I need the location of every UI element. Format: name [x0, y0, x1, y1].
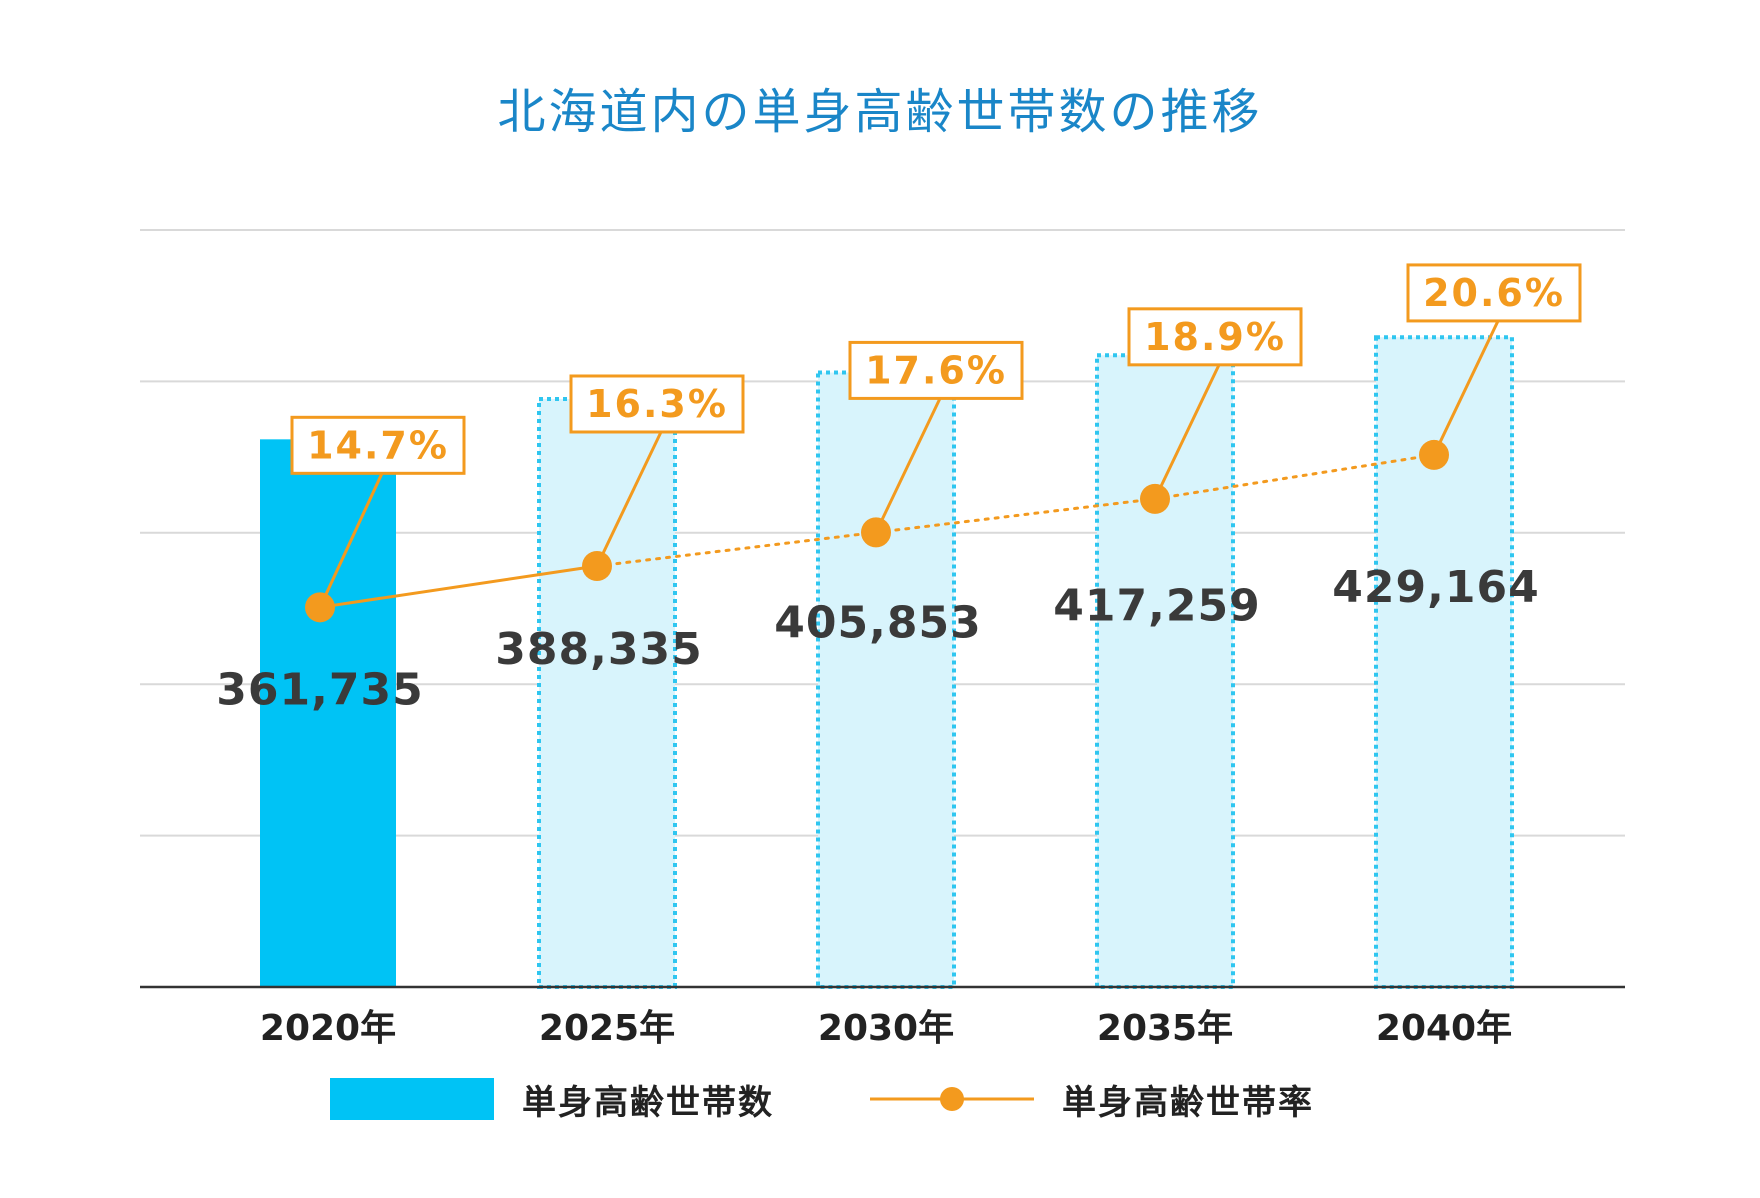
rate-value-label: 18.9%	[1144, 315, 1286, 359]
rate-leader-line	[1432, 320, 1500, 456]
x-tick-label: 2035年	[1097, 1008, 1233, 1049]
bar-value-label: 417,259	[1053, 580, 1260, 631]
rate-callout-box	[1406, 263, 1582, 323]
rate-point	[582, 550, 612, 581]
chart-title: 北海道内の単身高齢世帯数の推移	[497, 84, 1263, 140]
rate-value-label: 16.3%	[586, 382, 728, 426]
rate-line-segment	[874, 497, 1157, 534]
x-tick-label: 2040年	[1376, 1008, 1512, 1049]
rate-value-label: 20.6%	[1423, 271, 1565, 315]
bar-2035年	[1095, 353, 1235, 989]
rate-line-segment	[595, 530, 878, 568]
legend-item-line: 単身高齢世帯率	[870, 1078, 1314, 1123]
bar-value-label: 388,335	[495, 624, 702, 675]
rate-point	[305, 592, 335, 623]
x-tick-label: 2020年	[260, 1008, 396, 1049]
rate-callout-box	[290, 415, 466, 475]
rate-leader-line	[595, 431, 663, 567]
x-axis: 2020年 2025年 2030年 2035年 2040年	[140, 985, 1625, 1049]
rate-leader-line	[874, 397, 942, 534]
rate-line	[319, 453, 1436, 609]
rate-leader-line	[318, 472, 384, 608]
legend-bar-label: 単身高齢世帯数	[522, 1082, 774, 1123]
rate-callout-box	[1127, 307, 1303, 367]
x-tick-label: 2025年	[539, 1008, 675, 1049]
bar-value-label: 361,735	[216, 664, 423, 715]
rate-value-label: 17.6%	[865, 348, 1007, 392]
rate-callout-box	[569, 374, 745, 434]
legend-bar-swatch	[330, 1078, 494, 1120]
data-labels: 14.7% 16.3% 17.6% 18.9% 20.6% 361,735 388,335 4…	[216, 263, 1582, 715]
bar-value-label: 405,853	[774, 598, 981, 649]
bar-2030年	[816, 370, 956, 989]
rate-point	[861, 517, 891, 548]
legend-line-label: 単身高齢世帯率	[1062, 1082, 1314, 1123]
bar-2020年	[260, 439, 396, 987]
rate-point	[1419, 439, 1449, 470]
legend-item-bars: 単身高齢世帯数	[330, 1078, 774, 1123]
rate-value-label: 14.7%	[307, 423, 449, 467]
rate-callout-box	[848, 340, 1024, 400]
rate-leader-line	[1153, 364, 1221, 500]
rate-line-segment	[1153, 453, 1436, 501]
legend-line-swatch	[870, 1087, 1034, 1111]
bar-value-label: 429,164	[1332, 562, 1539, 613]
x-tick-label: 2030年	[818, 1008, 954, 1049]
rate-line-segment	[319, 564, 598, 609]
rate-point	[1140, 483, 1170, 514]
bar-2025年	[537, 397, 677, 990]
